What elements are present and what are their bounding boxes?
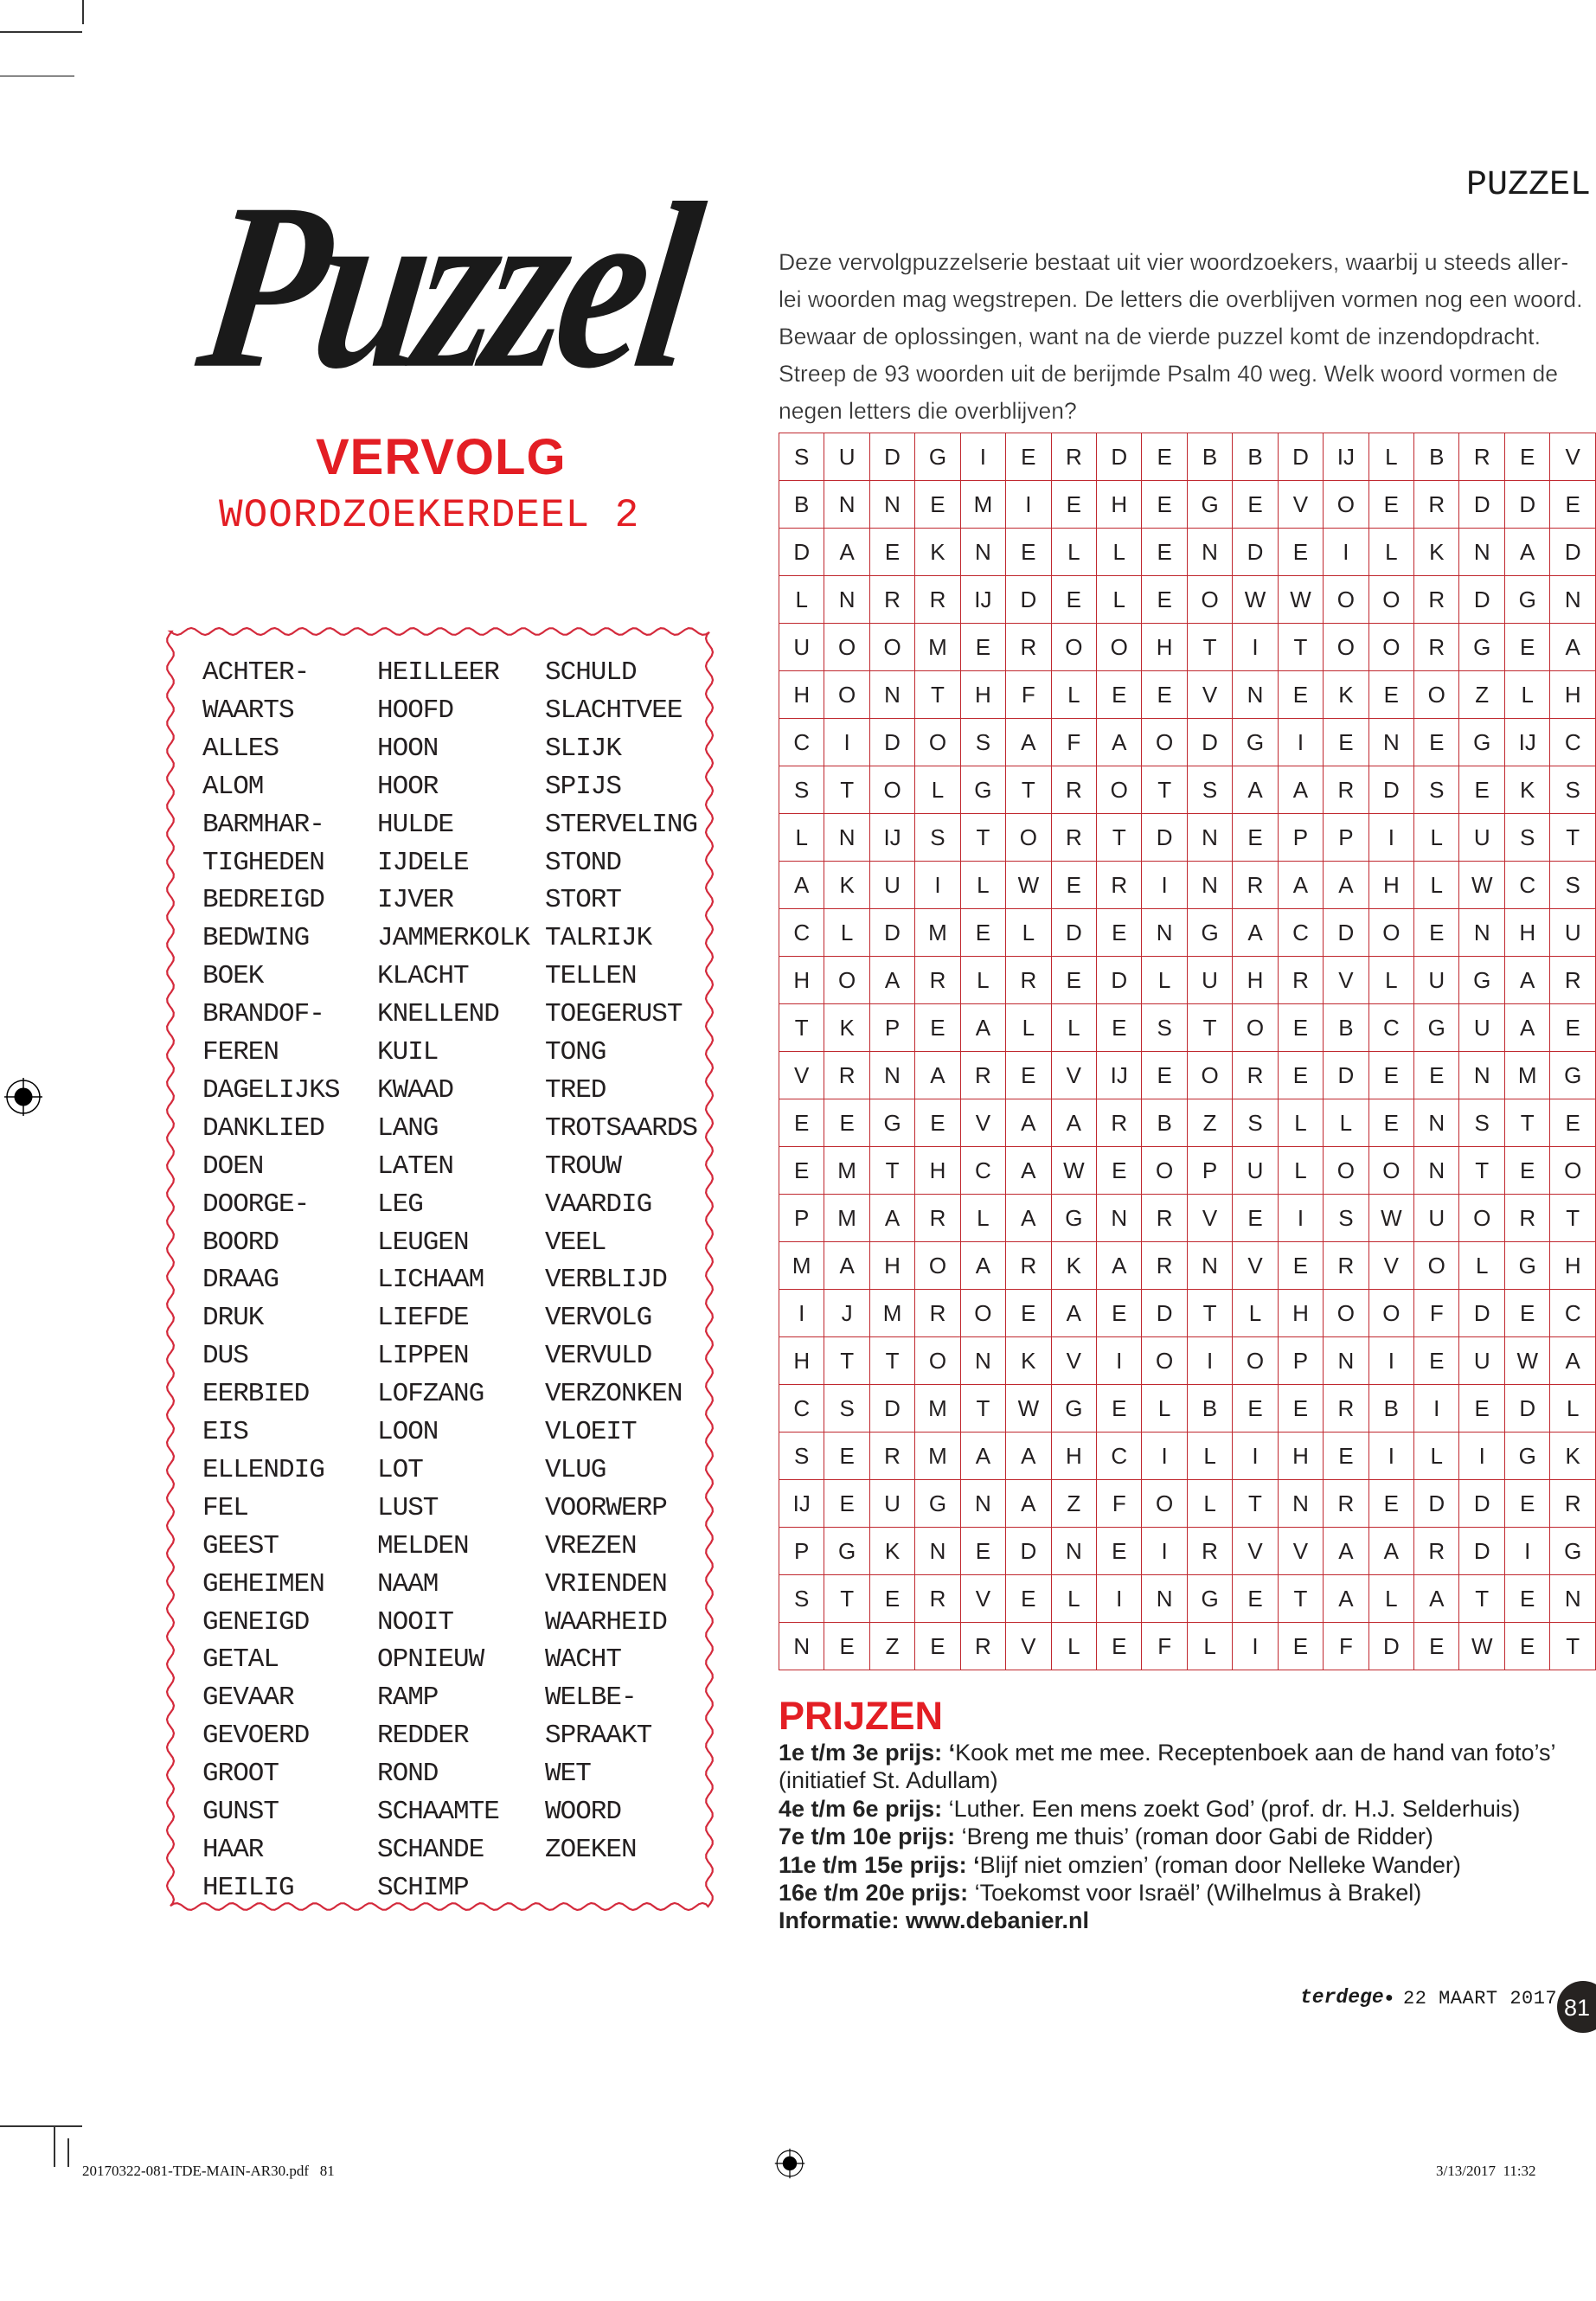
svg-text:81: 81	[1564, 1995, 1590, 2021]
